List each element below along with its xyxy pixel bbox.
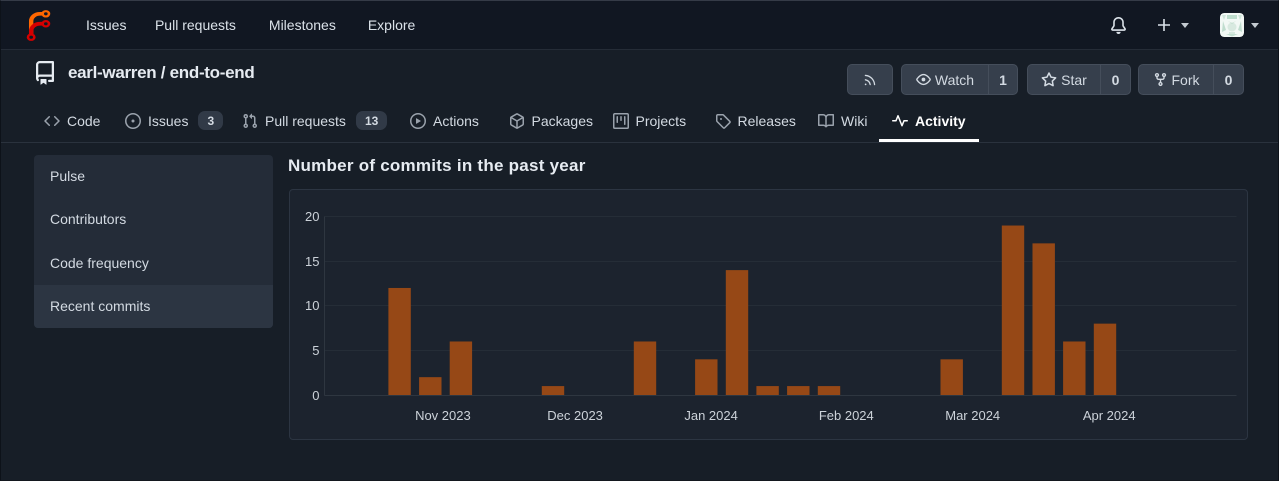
svg-text:Nov 2023: Nov 2023 [415,408,471,423]
svg-text:10: 10 [305,298,319,313]
svg-text:20: 20 [305,209,319,224]
svg-text:15: 15 [305,254,319,269]
svg-text:Mar 2024: Mar 2024 [945,408,1000,423]
svg-text:Feb 2024: Feb 2024 [819,408,874,423]
svg-text:Jan 2024: Jan 2024 [684,408,738,423]
svg-text:Dec 2023: Dec 2023 [547,408,603,423]
svg-text:5: 5 [312,343,319,358]
svg-text:0: 0 [312,388,319,403]
svg-text:Apr 2024: Apr 2024 [1083,408,1136,423]
